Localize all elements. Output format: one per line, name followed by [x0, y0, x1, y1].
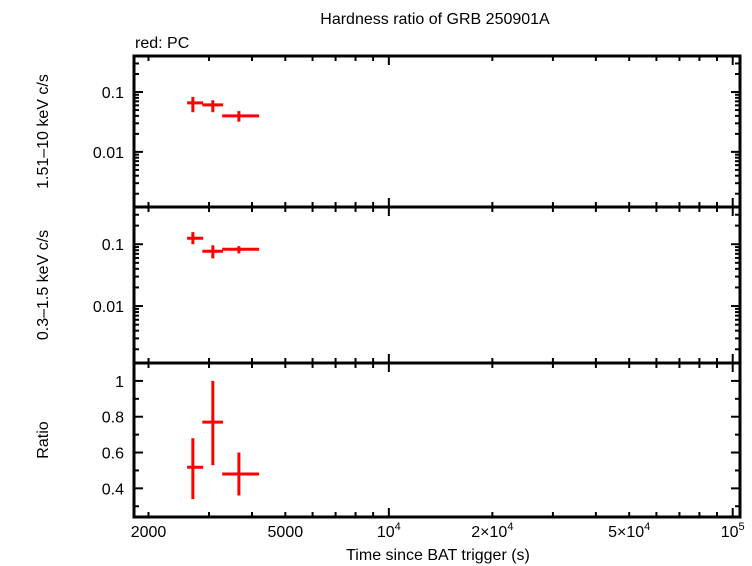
data-point — [222, 452, 260, 496]
x-tick-label: 2×104 — [471, 521, 513, 541]
x-tick-label: 5000 — [268, 524, 304, 541]
x-tick-label: 2000 — [131, 524, 167, 541]
data-point — [222, 111, 260, 122]
x-tick-label-base: 10 — [721, 524, 739, 541]
y-tick-label: 0.1 — [102, 237, 124, 254]
x-axis-label: Time since BAT trigger (s) — [346, 547, 530, 564]
data-point — [187, 232, 204, 245]
data-point — [187, 438, 204, 500]
x-tick-label-exponent: 4 — [395, 521, 401, 533]
data-point — [202, 380, 224, 466]
y-tick-label: 0.01 — [93, 299, 124, 316]
x-tick-label-base: 2×10 — [471, 524, 507, 541]
y-tick-label: 0.8 — [102, 410, 124, 427]
data-point — [202, 100, 224, 113]
chart-title: Hardness ratio of GRB 250901A — [320, 11, 550, 28]
panel-frame — [132, 361, 742, 519]
panel-1: 0.1 0.01 0.3–1.5 keV c/s — [35, 205, 742, 365]
x-tick-label-exponent: 4 — [507, 521, 513, 533]
x-tick-label-base: 10 — [377, 524, 395, 541]
x-tick-label-base: 2000 — [131, 524, 167, 541]
x-tick-label: 104 — [377, 521, 401, 541]
y-axis-label: 1.51–10 keV c/s — [35, 74, 52, 189]
x-tick-label-exponent: 5 — [739, 521, 745, 533]
y-tick-label: 0.1 — [102, 85, 124, 102]
y-tick-label: 1 — [115, 374, 124, 391]
x-tick-label: 5×104 — [608, 521, 650, 541]
y-axis-label: Ratio — [35, 421, 52, 458]
panel-2: 1 0.8 0.6 0.4 Ratio — [35, 361, 742, 519]
legend-note: red: PC — [135, 35, 189, 52]
data-point — [187, 96, 204, 113]
panel-0: 0.1 0.01 1.51–10 keV c/s — [35, 54, 742, 209]
data-point — [202, 245, 224, 259]
data-point — [222, 246, 260, 254]
y-tick-label: 0.01 — [93, 145, 124, 162]
y-tick-label: 0.4 — [102, 481, 124, 498]
x-tick-label-exponent: 4 — [644, 521, 650, 533]
x-tick-label-base: 5000 — [268, 524, 304, 541]
x-tick-label-base: 5×10 — [608, 524, 644, 541]
panel-frame — [132, 205, 742, 365]
panel-frame — [132, 54, 742, 209]
x-tick-label: 105 — [721, 521, 745, 541]
y-tick-label: 0.6 — [102, 446, 124, 463]
y-axis-label: 0.3–1.5 keV c/s — [35, 230, 52, 340]
